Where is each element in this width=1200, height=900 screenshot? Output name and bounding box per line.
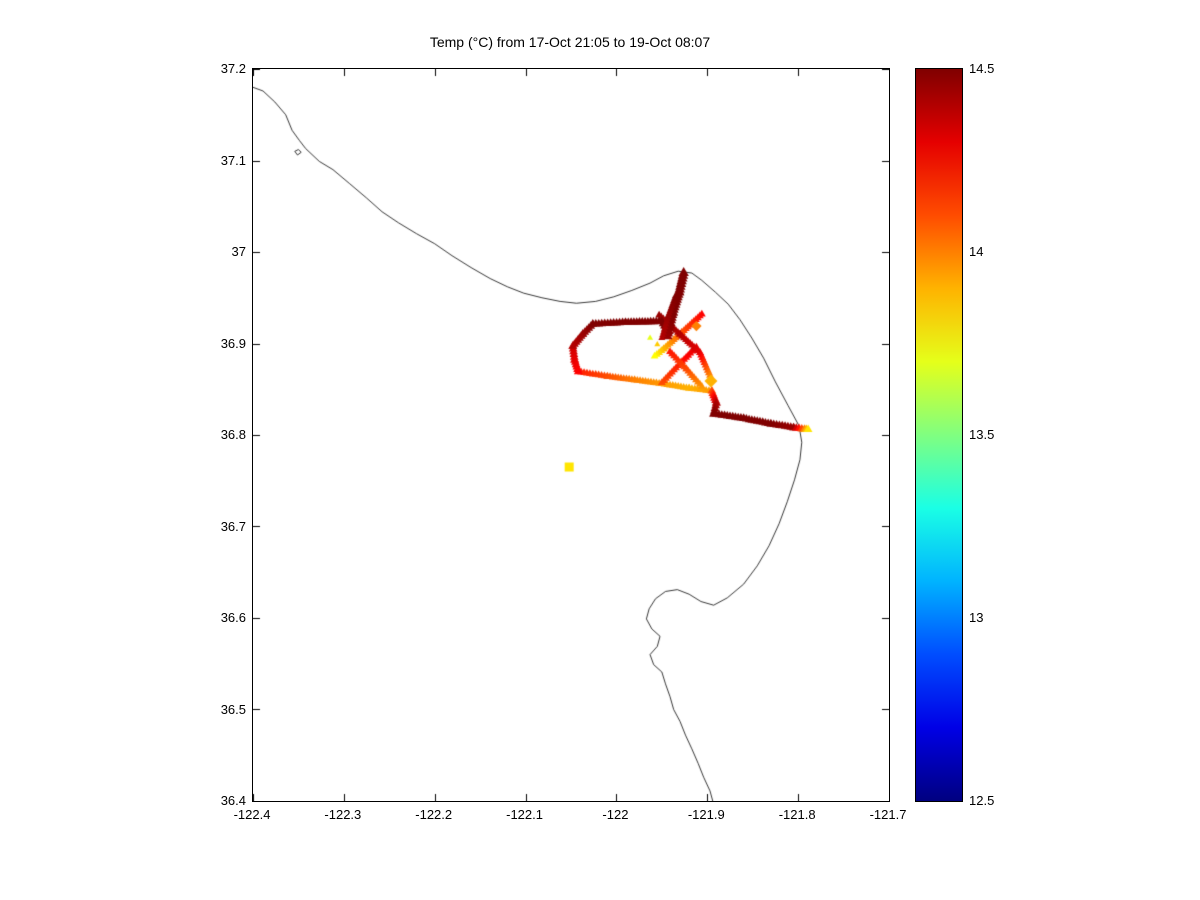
x-tick-label: -122.1: [506, 807, 543, 822]
colorbar-tick-label: 13.5: [969, 427, 995, 442]
y-tick-label: 36.6: [220, 610, 246, 625]
colorbar-tick-label: 13: [969, 610, 984, 625]
y-tick-label: 37.1: [220, 152, 246, 168]
x-tick-label: -121.8: [778, 807, 816, 822]
plot-area: [252, 68, 890, 802]
y-tick-label: 36.7: [220, 518, 246, 534]
x-tick-label: -121.7: [869, 807, 907, 822]
colorbar-gradient: [916, 69, 962, 801]
y-tick-label: 37.2: [220, 61, 246, 76]
y-tick-label: 36.8: [220, 427, 246, 442]
colorbar-tick-label: 12.5: [969, 793, 995, 808]
plot-canvas: [253, 69, 889, 801]
y-tick-label: 36.4: [220, 793, 246, 808]
y-tick-label: 36.5: [220, 701, 246, 717]
x-tick-label: -121.9: [687, 807, 725, 822]
colorbar: [915, 68, 963, 802]
colorbar-tick-label: 14: [969, 244, 984, 259]
y-tick-label: 36.9: [220, 335, 246, 351]
x-tick-label: -122: [602, 807, 629, 822]
x-tick-label: -122.4: [233, 807, 271, 822]
x-tick-label: -122.3: [324, 807, 362, 822]
x-tick-label: -122.2: [415, 807, 453, 822]
chart-title: Temp (°C) from 17-Oct 21:05 to 19-Oct 08…: [429, 34, 711, 50]
colorbar-tick-label: 14.5: [969, 61, 995, 76]
y-tick-label: 37: [231, 244, 246, 259]
